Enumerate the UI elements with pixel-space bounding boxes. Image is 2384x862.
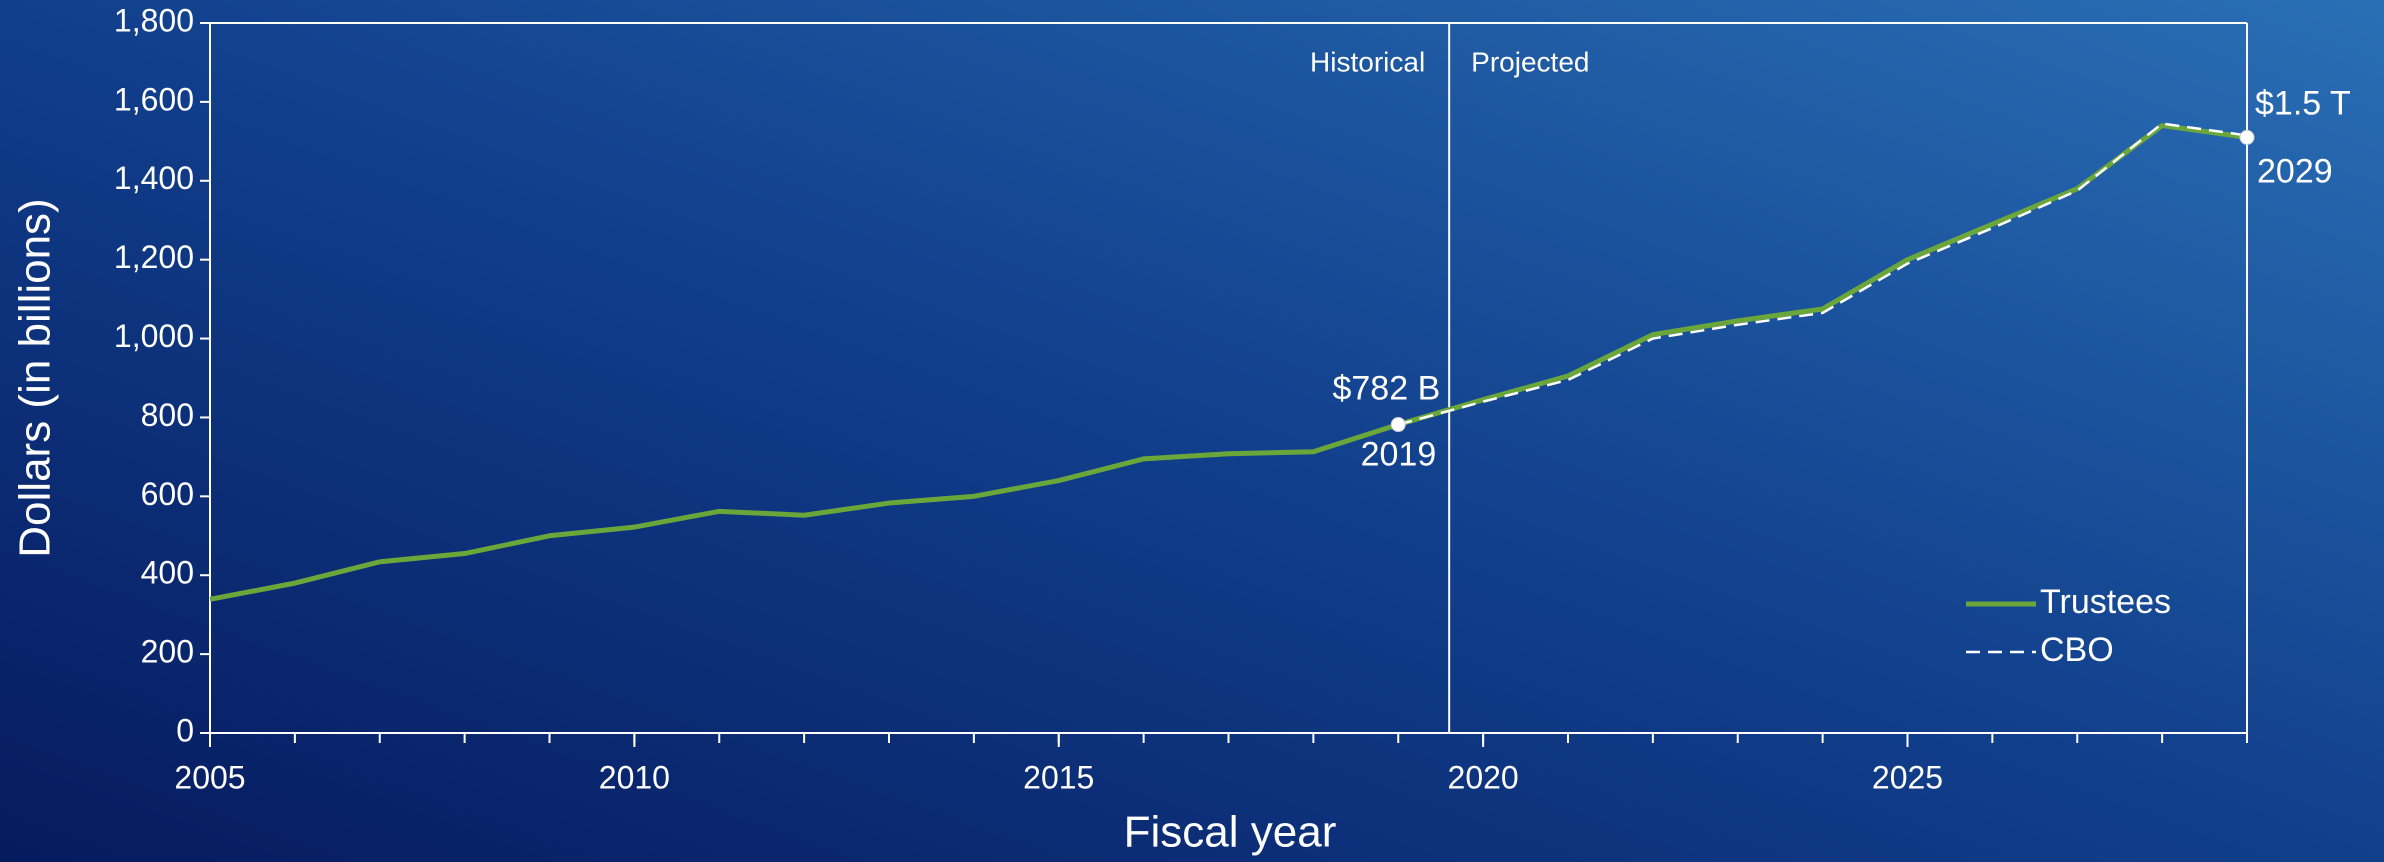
annotation-label: $1.5 T [2255, 84, 2351, 122]
y-tick-label: 200 [141, 634, 194, 670]
divider-right-label: Projected [1471, 46, 1589, 77]
divider-left-label: Historical [1310, 46, 1425, 77]
y-tick-label: 0 [176, 712, 194, 748]
y-tick-label: 1,000 [114, 318, 194, 354]
y-tick-label: 1,800 [114, 2, 194, 38]
y-tick-label: 1,400 [114, 160, 194, 196]
x-tick-label: 2015 [1023, 759, 1094, 795]
legend-label: Trustees [2040, 583, 2171, 621]
annotation-point [1390, 417, 1406, 433]
legend-label: CBO [2040, 631, 2114, 669]
x-tick-label: 2005 [174, 759, 245, 795]
x-axis-title: Fiscal year [1124, 808, 1337, 857]
y-tick-label: 1,200 [114, 239, 194, 275]
annotation-sublabel: 2019 [1361, 436, 1437, 474]
x-tick-label: 2025 [1872, 759, 1943, 795]
series-line [1397, 122, 2248, 426]
annotation-point [2239, 129, 2255, 145]
annotation-label: $782 B [1332, 370, 1440, 408]
y-tick-label: 600 [141, 476, 194, 512]
y-tick-label: 400 [141, 555, 194, 591]
annotation-sublabel: 2029 [2257, 152, 2333, 190]
series-line [209, 123, 2248, 602]
y-tick-label: 1,600 [114, 81, 194, 117]
y-axis-title: Dollars (in billions) [11, 198, 60, 557]
x-tick-label: 2010 [599, 759, 670, 795]
y-tick-label: 800 [141, 397, 194, 433]
x-tick-label: 2020 [1448, 759, 1519, 795]
